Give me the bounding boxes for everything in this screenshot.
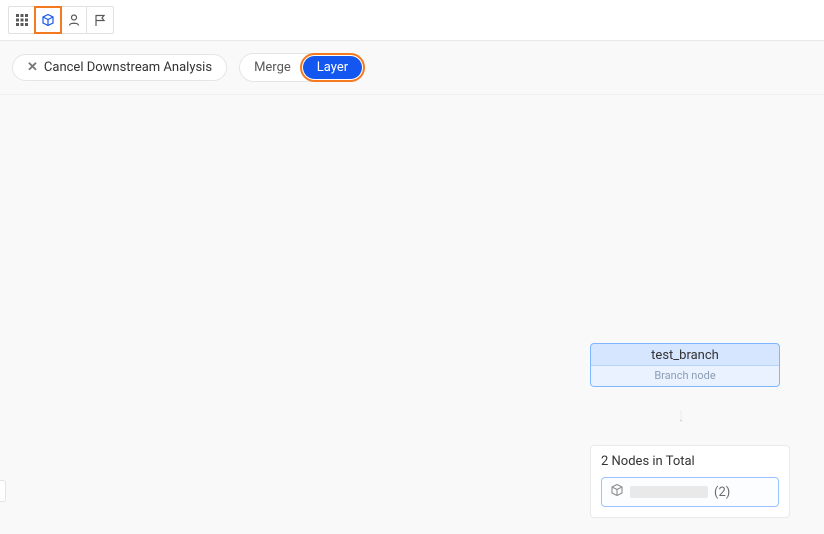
cancel-label: Cancel Downstream Analysis [44, 60, 212, 75]
grid-icon[interactable] [9, 7, 35, 33]
top-toolbar [0, 0, 824, 41]
node-name-redacted [630, 486, 708, 498]
side-handle[interactable] [0, 480, 6, 502]
edge-connector [680, 387, 682, 445]
cancel-downstream-button[interactable]: ✕ Cancel Downstream Analysis [12, 54, 227, 81]
node-item[interactable]: (2) [601, 477, 779, 507]
node-count: (2) [714, 485, 730, 500]
branch-node-subtitle: Branch node [591, 366, 779, 386]
nodes-panel-title: 2 Nodes in Total [601, 454, 779, 469]
branch-node[interactable]: test_branch Branch node [590, 343, 780, 387]
cube-icon[interactable] [35, 7, 61, 33]
nodes-panel: 2 Nodes in Total (2) [590, 445, 790, 518]
flag-icon[interactable] [87, 7, 113, 33]
action-bar: ✕ Cancel Downstream Analysis Merge Layer [0, 41, 824, 95]
toggle-layer[interactable]: Layer [303, 56, 362, 79]
branch-node-title: test_branch [591, 344, 779, 366]
user-icon[interactable] [61, 7, 87, 33]
toggle-merge[interactable]: Merge [242, 56, 303, 79]
close-icon: ✕ [27, 60, 38, 75]
graph-canvas[interactable]: test_branch Branch node 2 Nodes in Total… [0, 95, 824, 534]
toolbar-icon-group [8, 6, 114, 34]
merge-layer-toggle[interactable]: Merge Layer [239, 53, 365, 82]
cube-icon [610, 483, 624, 501]
